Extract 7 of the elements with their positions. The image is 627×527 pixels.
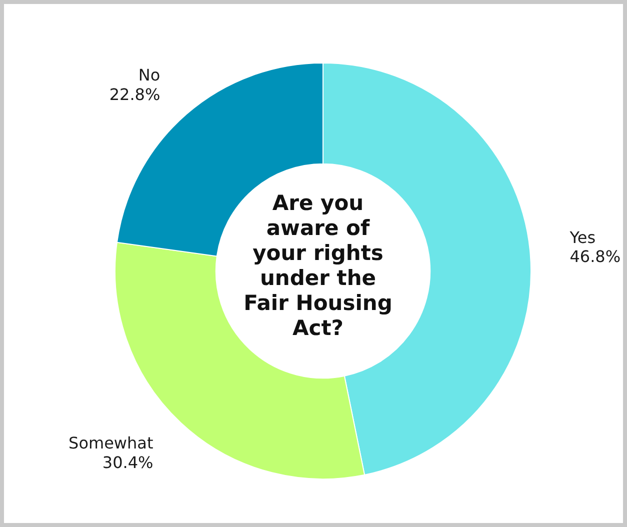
slice-label: Yes (568, 228, 596, 247)
data-label: 22.8% (109, 84, 160, 104)
slice-label: Somewhat (68, 434, 154, 453)
text: Are you aware of your rights under the Fair Housing Act? (242, 191, 394, 340)
slice-label: No (138, 66, 160, 85)
data-label: 30.4% (102, 452, 154, 472)
data-label: 46.8% (570, 247, 621, 266)
